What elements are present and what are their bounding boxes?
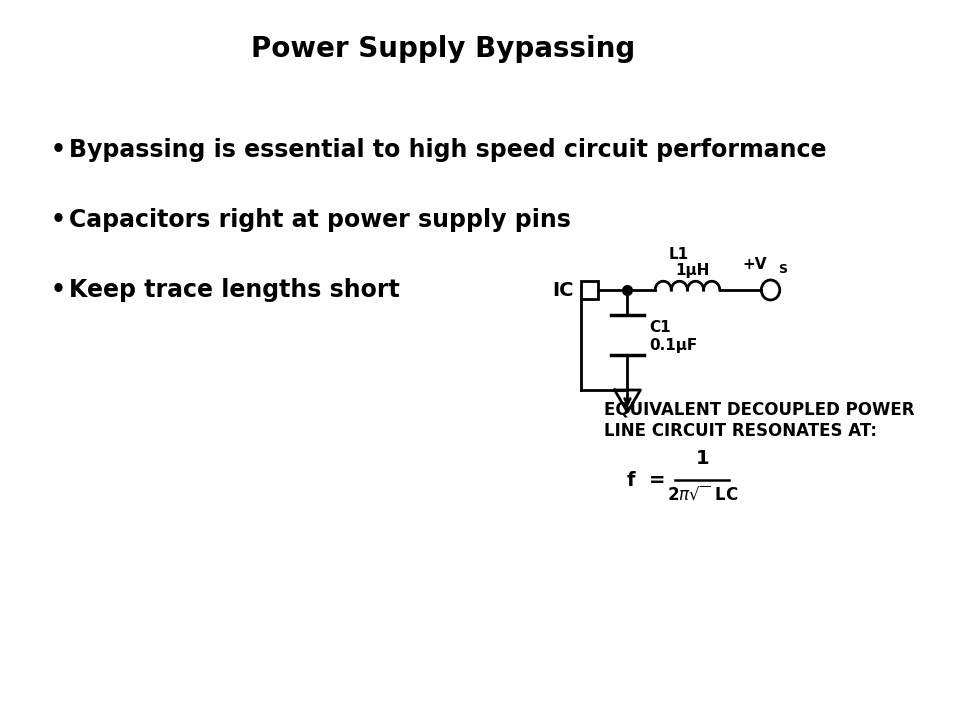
Text: Capacitors right at power supply pins: Capacitors right at power supply pins (69, 208, 571, 232)
Text: Power Supply Bypassing: Power Supply Bypassing (251, 35, 636, 63)
Text: •: • (51, 278, 65, 302)
Text: 1: 1 (695, 449, 709, 468)
Text: f  =: f = (628, 470, 673, 490)
Text: Bypassing is essential to high speed circuit performance: Bypassing is essential to high speed cir… (69, 138, 827, 162)
Text: 1μH: 1μH (675, 263, 709, 278)
Text: LINE CIRCUIT RESONATES AT:: LINE CIRCUIT RESONATES AT: (605, 422, 877, 440)
Text: Keep trace lengths short: Keep trace lengths short (69, 278, 400, 302)
Text: •: • (51, 208, 65, 232)
Text: •: • (51, 138, 65, 162)
Text: L1: L1 (668, 247, 688, 262)
Text: 2$\pi\sqrt{\ }$ LC: 2$\pi\sqrt{\ }$ LC (666, 485, 738, 504)
Text: S: S (778, 263, 787, 276)
Text: IC: IC (552, 281, 574, 300)
Text: EQUIVALENT DECOUPLED POWER: EQUIVALENT DECOUPLED POWER (605, 400, 915, 418)
Text: 0.1μF: 0.1μF (650, 338, 698, 353)
Text: C1: C1 (650, 320, 671, 335)
Text: +V: +V (742, 257, 767, 272)
Bar (582, 281, 598, 299)
